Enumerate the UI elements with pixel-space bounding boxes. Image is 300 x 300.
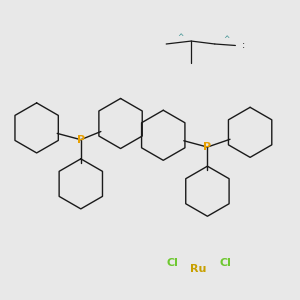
Text: Cl: Cl (219, 258, 231, 268)
Text: Ru: Ru (190, 264, 207, 274)
Text: ^: ^ (224, 35, 230, 44)
Text: P: P (203, 142, 211, 152)
Text: ^: ^ (177, 33, 183, 42)
Text: P: P (77, 135, 85, 145)
Text: :: : (242, 40, 245, 50)
Text: Cl: Cl (166, 258, 178, 268)
